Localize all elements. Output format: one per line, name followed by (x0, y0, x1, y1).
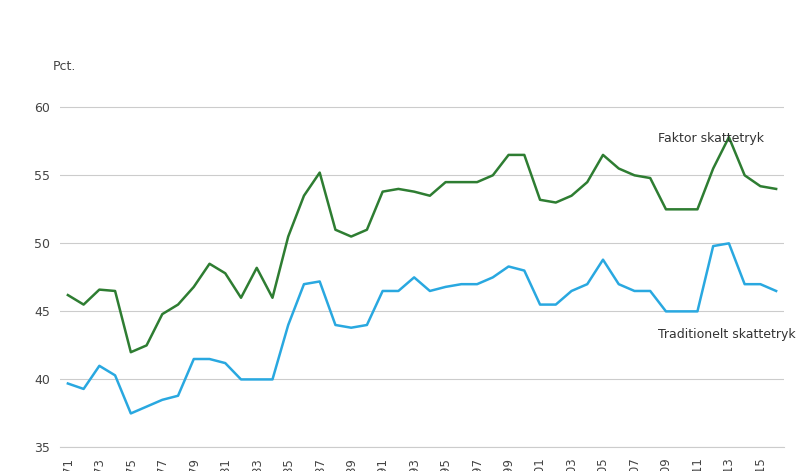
Text: Figur 1: Skatter og afgifter ift. BNP og BFI. 1971-2016.: Figur 1: Skatter og afgifter ift. BNP og… (8, 20, 478, 35)
Text: Faktor skattetryk: Faktor skattetryk (658, 132, 764, 146)
Text: Pct.: Pct. (53, 60, 76, 73)
Text: Traditionelt skattetryk: Traditionelt skattetryk (658, 328, 796, 341)
